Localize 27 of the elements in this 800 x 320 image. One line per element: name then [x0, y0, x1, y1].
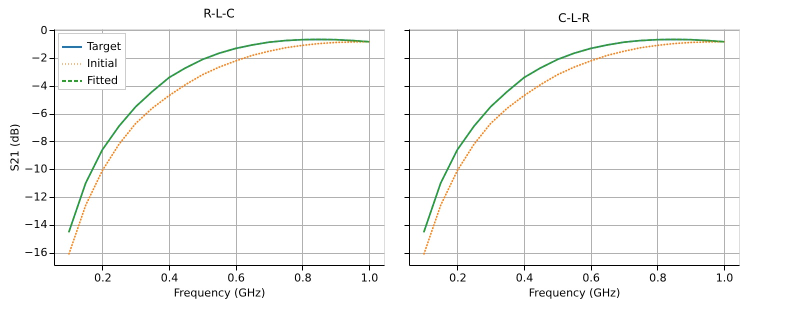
- x-tick-label: 0.4: [516, 272, 534, 284]
- y-axis-title: S21 (dB): [8, 124, 22, 172]
- y-tick-label: −14: [24, 218, 48, 232]
- x-tick-label: 0.2: [449, 272, 467, 284]
- x-tick-label: 0.8: [294, 272, 312, 284]
- legend-label: Target: [86, 40, 122, 53]
- legend-label: Initial: [87, 57, 118, 70]
- x-tick-label: 1.0: [716, 272, 734, 284]
- x-tick-label: 1.0: [360, 272, 378, 284]
- y-tick-label: −12: [24, 190, 48, 204]
- y-tick-label: −2: [31, 52, 48, 65]
- x-tick-label: 0.2: [94, 272, 112, 284]
- chart-title: C-L-R: [558, 11, 590, 25]
- x-tick-label: 0.8: [649, 272, 667, 284]
- y-tick-label: 0: [40, 24, 48, 37]
- y-tick-label: −4: [31, 79, 48, 92]
- x-tick-label: 0.4: [160, 272, 178, 284]
- y-tick-label: −16: [24, 246, 48, 260]
- x-axis-title: Frequency (GHz): [528, 286, 620, 300]
- x-axis-title: Frequency (GHz): [174, 286, 266, 300]
- legend-label: Fitted: [87, 74, 118, 87]
- y-tick-label: −8: [31, 134, 48, 148]
- x-tick-label: 0.6: [227, 272, 245, 284]
- y-tick-label: −10: [24, 162, 48, 176]
- y-tick-label: −6: [31, 107, 48, 120]
- chart-title: R-L-C: [203, 6, 235, 20]
- x-tick-label: 0.6: [582, 272, 600, 284]
